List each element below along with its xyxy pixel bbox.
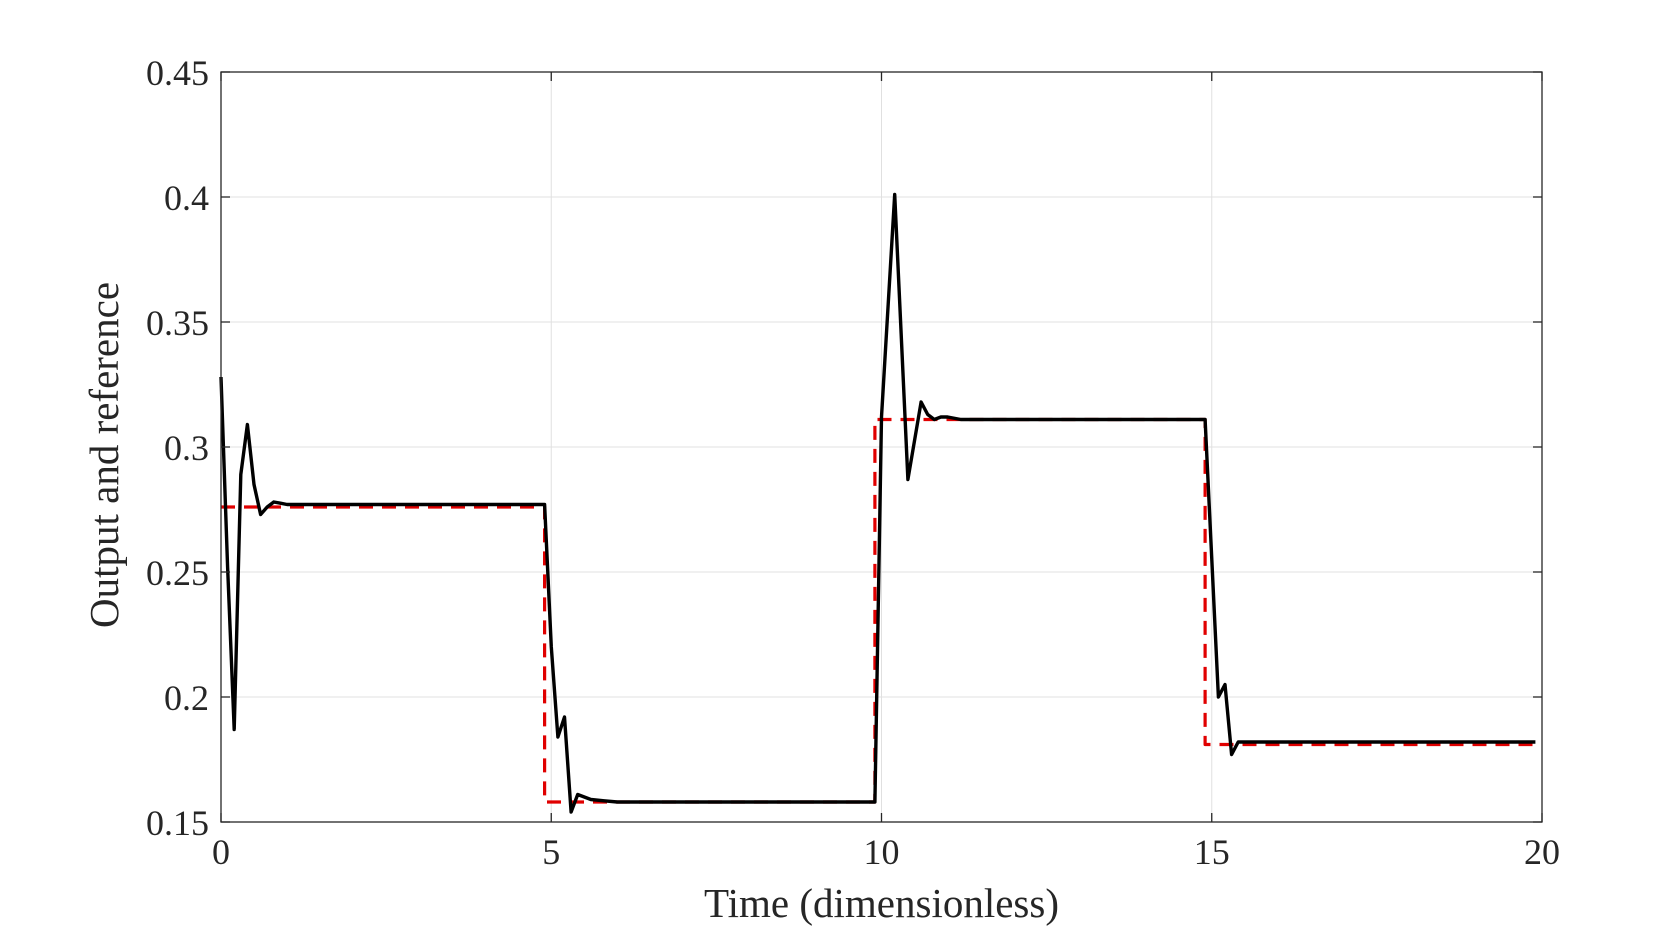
y-axis-title: Output and reference — [81, 282, 127, 628]
series-layer — [219, 192, 1536, 814]
y-tick-label: 0.45 — [146, 53, 209, 93]
y-tick-label: 0.15 — [146, 803, 209, 843]
y-tick-label: 0.2 — [164, 678, 209, 718]
x-tick-label: 10 — [864, 832, 900, 872]
y-tick-label: 0.4 — [164, 178, 209, 218]
x-tick-label: 20 — [1524, 832, 1560, 872]
x-axis-title: Time (dimensionless) — [704, 880, 1059, 926]
y-tick-label: 0.3 — [164, 428, 209, 468]
y-tick-label: 0.25 — [146, 553, 209, 593]
x-tick-label: 5 — [542, 832, 560, 872]
ticks: 0 5 10 15 20 0.15 0.2 0.25 0.3 0.35 0.4 0.45 — [146, 53, 1560, 872]
y-tick-label: 0.35 — [146, 303, 209, 343]
x-tick-label: 15 — [1194, 832, 1230, 872]
series-line-reference — [221, 417, 1536, 804]
series-line-output — [219, 192, 1536, 814]
x-tick-label: 0 — [212, 832, 230, 872]
